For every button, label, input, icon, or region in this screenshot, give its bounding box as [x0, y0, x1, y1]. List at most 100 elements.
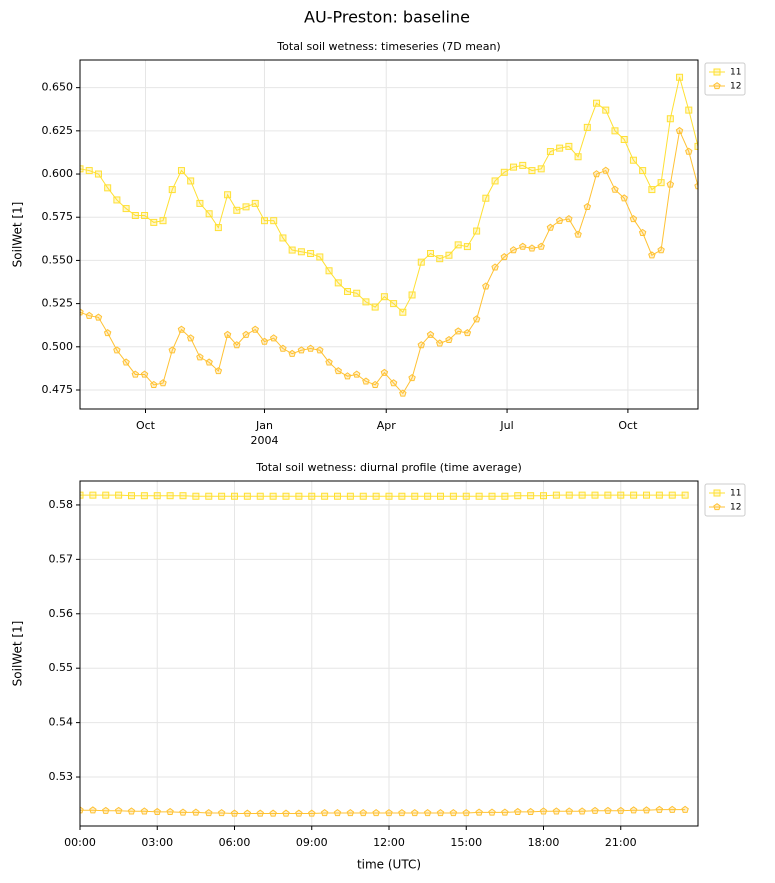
- marker: [565, 215, 573, 223]
- marker: [159, 379, 167, 387]
- marker: [408, 373, 416, 382]
- marker: [131, 211, 139, 219]
- marker: [713, 503, 721, 511]
- marker: [593, 99, 601, 107]
- x-tick-label: Jul: [499, 419, 513, 432]
- marker: [655, 805, 664, 813]
- marker: [411, 809, 419, 817]
- marker: [179, 492, 187, 500]
- marker: [316, 346, 324, 354]
- marker: [411, 492, 419, 500]
- marker: [179, 808, 187, 816]
- y-tick-label: 0.600: [42, 167, 74, 180]
- marker: [578, 491, 586, 499]
- series-line: [80, 494, 686, 497]
- marker: [694, 142, 698, 150]
- marker: [94, 313, 103, 321]
- marker: [279, 344, 287, 352]
- marker: [128, 492, 135, 500]
- marker: [648, 186, 656, 194]
- marker: [282, 809, 290, 817]
- y-tick-label: 0.53: [49, 770, 74, 783]
- marker: [89, 806, 97, 814]
- marker: [214, 367, 223, 375]
- marker: [565, 491, 573, 499]
- marker: [85, 167, 93, 175]
- marker: [399, 389, 407, 397]
- marker: [223, 330, 232, 338]
- marker: [436, 809, 445, 817]
- marker: [399, 308, 407, 316]
- marker: [295, 809, 303, 817]
- marker: [205, 210, 213, 218]
- marker: [131, 370, 140, 378]
- marker: [482, 194, 490, 202]
- marker: [153, 492, 161, 500]
- marker: [685, 106, 693, 114]
- marker: [288, 246, 296, 254]
- marker: [713, 82, 721, 90]
- marker: [540, 492, 547, 500]
- marker: [224, 191, 232, 199]
- marker: [591, 806, 599, 814]
- marker: [482, 282, 490, 290]
- marker: [565, 807, 573, 815]
- marker: [214, 224, 222, 232]
- x-tick-label: 21:00: [605, 836, 637, 849]
- marker: [297, 248, 305, 256]
- marker: [372, 809, 380, 817]
- legend-label: 11: [730, 68, 741, 78]
- marker: [398, 492, 406, 500]
- marker: [528, 244, 536, 252]
- marker: [256, 492, 264, 500]
- marker: [359, 809, 367, 817]
- x-tick-label: Apr: [377, 419, 397, 432]
- marker: [85, 311, 93, 319]
- marker: [509, 246, 518, 254]
- marker: [325, 358, 333, 366]
- marker: [192, 808, 200, 816]
- x-tick-label: 00:00: [64, 836, 96, 849]
- marker: [423, 809, 432, 817]
- marker: [140, 807, 149, 815]
- marker: [666, 180, 675, 188]
- marker: [546, 223, 555, 231]
- marker: [94, 170, 102, 178]
- marker: [260, 337, 269, 345]
- marker: [80, 308, 84, 316]
- series: [80, 126, 698, 397]
- marker: [617, 806, 625, 814]
- marker: [552, 807, 561, 815]
- marker: [308, 809, 316, 817]
- marker: [602, 166, 610, 174]
- marker: [150, 218, 158, 226]
- marker: [565, 142, 573, 150]
- marker: [713, 489, 721, 497]
- marker: [166, 492, 174, 500]
- marker: [269, 809, 277, 817]
- y-tick-label: 0.500: [42, 340, 74, 353]
- marker: [187, 177, 195, 185]
- marker: [385, 809, 393, 817]
- marker: [177, 325, 186, 333]
- marker: [269, 492, 277, 500]
- marker: [437, 492, 444, 500]
- marker: [604, 491, 612, 499]
- marker: [629, 806, 638, 814]
- marker: [288, 349, 296, 357]
- marker: [473, 227, 481, 235]
- y-axis-label: SoilWet [1]: [11, 202, 25, 268]
- marker: [186, 334, 195, 342]
- series-line: [80, 129, 698, 395]
- marker: [334, 492, 341, 500]
- marker: [463, 243, 471, 251]
- marker: [334, 367, 342, 375]
- marker: [260, 217, 268, 225]
- marker: [346, 492, 354, 500]
- marker: [297, 346, 306, 354]
- marker: [449, 809, 458, 817]
- marker: [321, 492, 329, 500]
- marker: [676, 73, 684, 81]
- marker: [279, 234, 287, 242]
- x-axis-label: time (UTC): [357, 858, 421, 872]
